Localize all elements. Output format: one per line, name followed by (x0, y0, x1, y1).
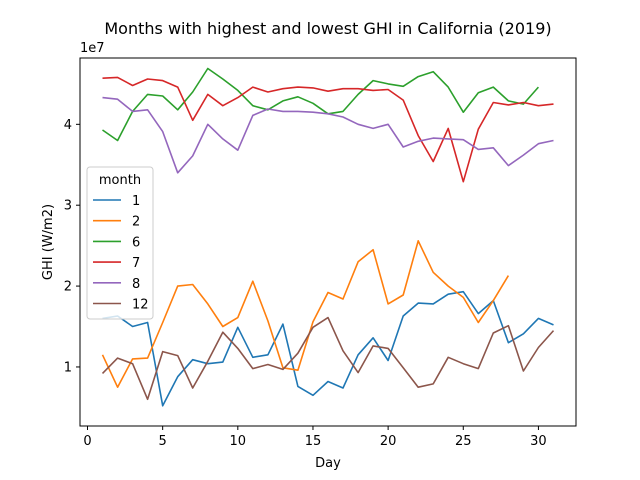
series-line-6 (102, 67, 539, 142)
y-tick-label: 1 (64, 360, 72, 375)
series-line-7 (102, 76, 554, 183)
x-tick-label: 10 (230, 434, 247, 449)
legend-label-1: 1 (132, 194, 140, 209)
series-line-2 (101, 240, 510, 389)
legend-box (86, 166, 154, 320)
x-tick-label: 20 (380, 434, 397, 449)
legend-label-6: 6 (132, 235, 140, 250)
legend-title: month (99, 173, 141, 188)
legend-label-7: 7 (132, 256, 140, 271)
legend-label-12: 12 (132, 298, 149, 313)
y-tick-label: 2 (64, 280, 72, 295)
legend-label-2: 2 (132, 215, 140, 230)
x-tick-label: 5 (159, 434, 167, 449)
series-line-1 (102, 290, 554, 407)
legend-label-8: 8 (132, 277, 140, 292)
y-offset-label: 1e7 (80, 41, 105, 56)
x-axis-label: Day (315, 456, 341, 471)
y-tick-label: 4 (64, 118, 72, 133)
plot-lines (101, 67, 555, 407)
y-axis: 1 2 3 4 (64, 118, 80, 375)
series-line-12 (101, 316, 555, 401)
y-axis-label: GHI (W/m2) (41, 204, 56, 280)
y-tick-label: 3 (64, 199, 72, 214)
plot-frame (79, 57, 577, 427)
x-tick-label: 0 (83, 434, 91, 449)
x-axis: 0 5 10 15 20 25 30 (83, 426, 547, 449)
x-tick-label: 15 (305, 434, 322, 449)
chart-title: Months with highest and lowest GHI in Ca… (104, 19, 551, 38)
x-tick-label: 25 (455, 434, 472, 449)
x-tick-label: 30 (530, 434, 547, 449)
series-line-8 (102, 96, 554, 174)
